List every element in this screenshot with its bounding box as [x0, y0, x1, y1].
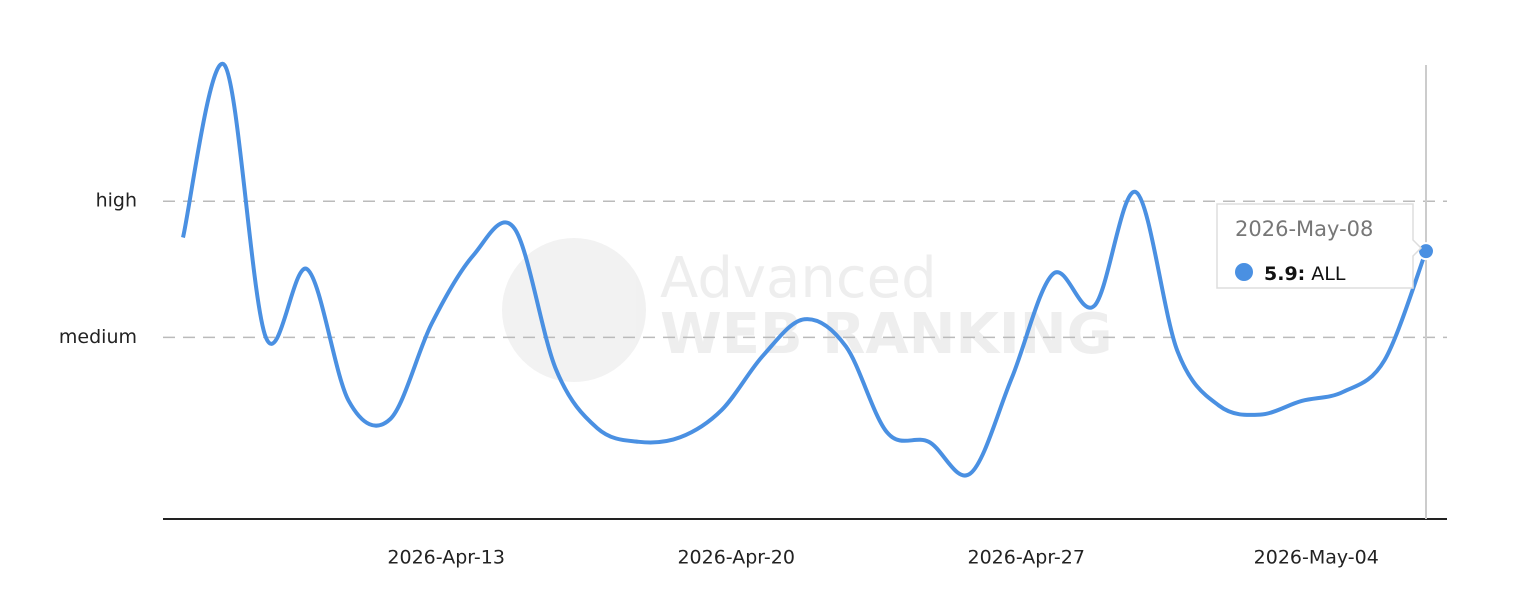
tooltip-date: 2026-May-08 [1235, 217, 1373, 241]
x-tick-label: 2026-Apr-13 [387, 547, 504, 569]
tooltip-value: 5.9: ALL [1264, 263, 1346, 285]
x-tick-label: 2026-May-04 [1254, 547, 1379, 569]
tooltip-series-name: ALL [1311, 263, 1346, 285]
data-point [1417, 242, 1435, 261]
watermark-globe [502, 238, 646, 382]
y-tick-label: high [96, 190, 137, 212]
y-tick-label: medium [59, 326, 137, 348]
tooltip-value-label: 5.9: [1264, 263, 1305, 285]
tooltip-marker [1235, 263, 1253, 281]
watermark-text: WEB RANKING [660, 302, 1113, 367]
line-series [181, 61, 1428, 478]
tooltip-box [1216, 203, 1423, 289]
x-tick-label: 2026-Apr-20 [677, 547, 794, 569]
x-tick-label: 2026-Apr-27 [967, 547, 1084, 569]
watermark-text: Advanced [660, 246, 937, 311]
watermark: Advanced WEB RANKING [502, 238, 1113, 382]
